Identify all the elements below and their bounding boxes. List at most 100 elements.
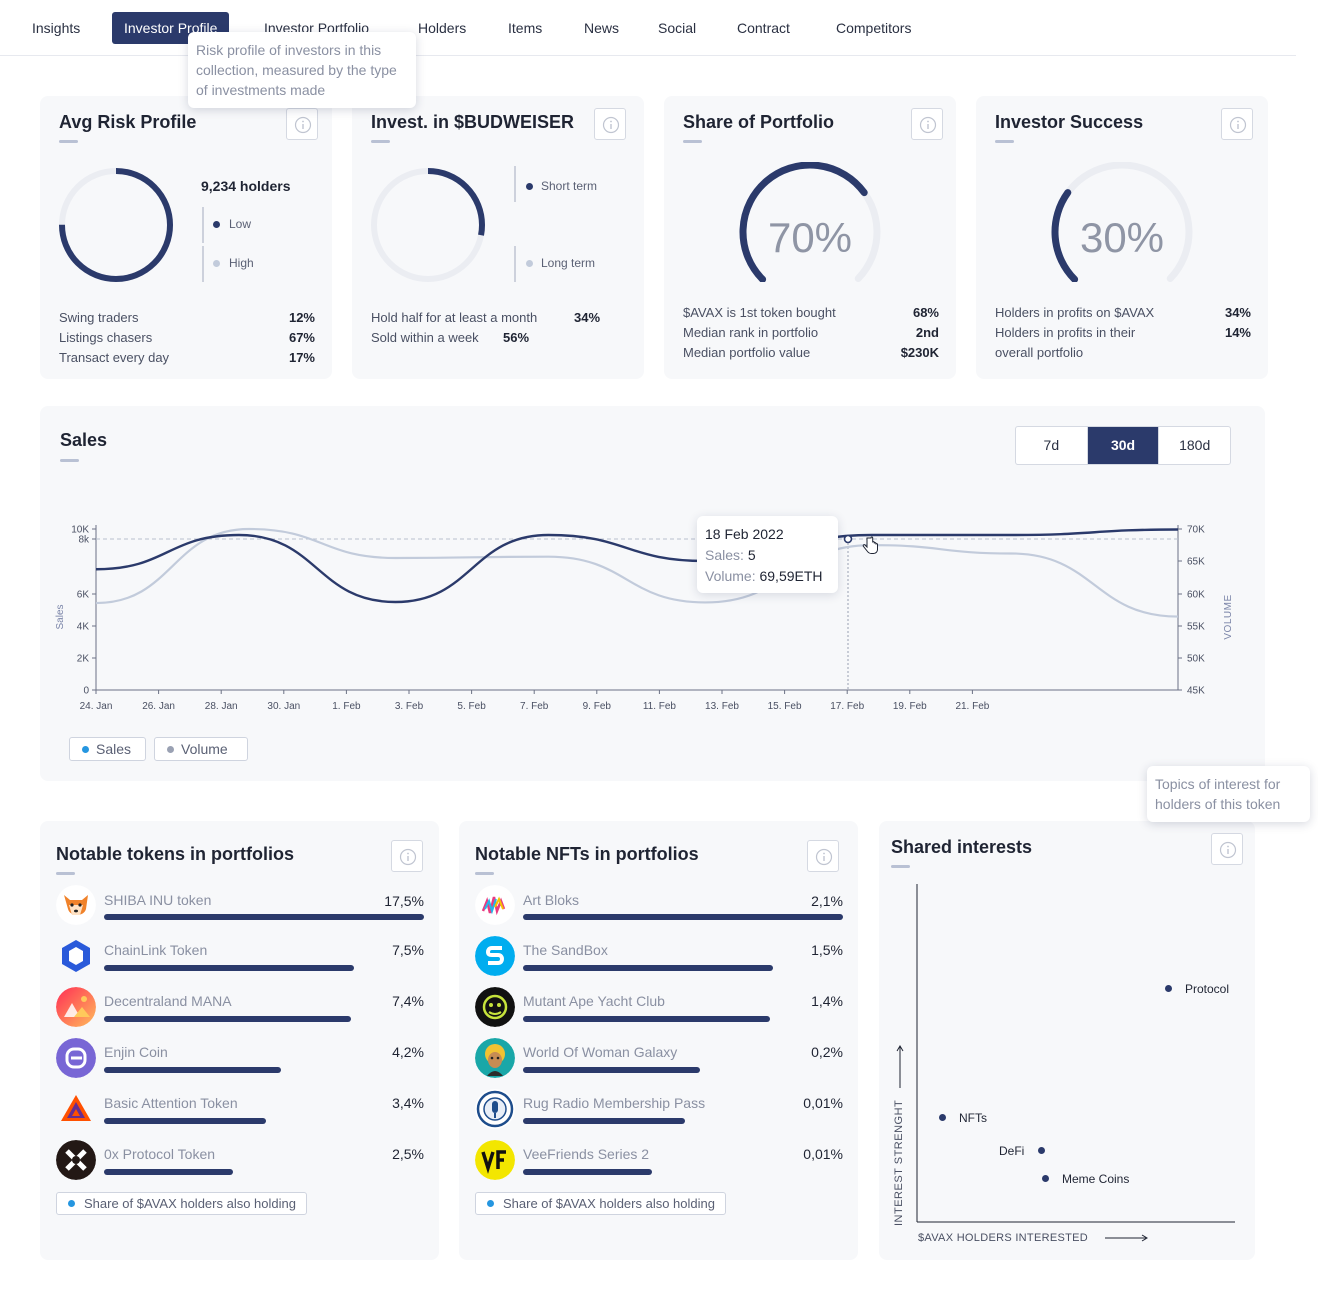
token-percent: 2,5%: [392, 1146, 424, 1162]
nft-name[interactable]: Rug Radio Membership Pass: [523, 1095, 706, 1111]
info-icon: [1229, 116, 1247, 134]
info-icon: [815, 848, 833, 866]
x-tick-label: 5. Feb: [457, 701, 486, 712]
period-7d-button[interactable]: 7d: [1016, 427, 1088, 464]
scatter-label: DeFi: [999, 1144, 1025, 1158]
y-tick-label: 4K: [77, 622, 90, 633]
info-button[interactable]: [1221, 108, 1253, 140]
tab-news[interactable]: News: [584, 20, 620, 36]
info-icon: [1219, 841, 1237, 859]
stat-label: overall portfolio: [995, 345, 1084, 360]
token-name[interactable]: Basic Attention Token: [104, 1095, 238, 1111]
stat-value: 17%: [288, 350, 315, 365]
stat-value: 2nd: [915, 325, 939, 340]
token-share-bar: [104, 965, 354, 971]
y-tick-label: 10K: [71, 525, 89, 536]
title-underline: [995, 140, 1014, 143]
info-icon: [294, 116, 312, 134]
token-share-bar: [104, 914, 424, 920]
nfts-card: Notable NFTs in portfolios: [459, 821, 858, 1260]
tab-holders[interactable]: Holders: [418, 20, 467, 36]
scatter-point[interactable]: [939, 1114, 946, 1121]
legend-high: High: [229, 256, 254, 270]
info-button[interactable]: [911, 108, 943, 140]
legend-line: [202, 207, 204, 243]
world-of-women-icon: [475, 1038, 515, 1078]
nft-name[interactable]: World Of Woman Galaxy: [523, 1044, 678, 1060]
nft-name[interactable]: Mutant Ape Yacht Club: [523, 993, 665, 1009]
x-tick-label: 21. Feb: [955, 701, 989, 712]
nft-name[interactable]: Art Bloks: [523, 892, 580, 908]
info-button[interactable]: [594, 108, 626, 140]
legend-volume-toggle[interactable]: Volume: [154, 737, 248, 761]
token-share-bar: [104, 1169, 233, 1175]
legend-sales-toggle[interactable]: Sales: [69, 737, 146, 761]
period-180d-button[interactable]: 180d: [1179, 437, 1211, 453]
tab-competitors[interactable]: Competitors: [836, 20, 912, 36]
enjin-icon: [56, 1038, 96, 1078]
token-percent: 7,5%: [392, 942, 424, 958]
stat-value: 56%: [503, 330, 530, 345]
avg-risk-card: Avg Risk Profile 9,234 holders Low High …: [40, 96, 332, 379]
x-tick-label: 30. Jan: [267, 701, 300, 712]
legend-line: [514, 246, 516, 282]
nft-name[interactable]: The SandBox: [523, 942, 608, 958]
holders-count: 9,234 holders: [201, 178, 291, 194]
token-name[interactable]: Decentraland MANA: [104, 993, 232, 1009]
tab-items[interactable]: Items: [508, 20, 543, 36]
nft-percent: 0,01%: [803, 1146, 843, 1162]
tab-contract[interactable]: Contract: [737, 20, 790, 36]
info-button[interactable]: [286, 108, 318, 140]
token-name[interactable]: SHIBA INU token: [104, 892, 212, 908]
tokens-share-legend: Share of $AVAX holders also holding: [56, 1192, 307, 1215]
risk-donut: [59, 168, 173, 282]
chainlink-icon: [62, 940, 90, 972]
stat-value: 14%: [1224, 325, 1251, 340]
nft-share-bar: [523, 914, 843, 920]
x-axis-label: $AVAX HOLDERS INTERESTED: [918, 1232, 1088, 1244]
tab-investor-profile[interactable]: Investor Profile: [112, 12, 230, 44]
y2-tick-label: 60K: [1187, 590, 1205, 601]
scatter-point[interactable]: [1165, 985, 1172, 992]
card-title: Notable tokens in portfolios: [56, 844, 295, 864]
y-arrowhead-icon: [896, 1045, 904, 1052]
token-share-bar: [104, 1118, 266, 1124]
x-tick-label: 15. Feb: [768, 701, 802, 712]
scatter-point[interactable]: [1042, 1175, 1049, 1182]
success-gauge: [1051, 162, 1193, 282]
info-button[interactable]: [807, 840, 839, 872]
token-share-bar: [104, 1067, 281, 1073]
legend-low: Low: [229, 217, 252, 231]
veefriends-icon: [475, 1140, 515, 1180]
info-button[interactable]: [1211, 833, 1243, 865]
y2-tick-label: 45K: [1187, 686, 1205, 697]
scatter-label: Protocol: [1185, 982, 1230, 996]
period-30d-button[interactable]: 30d: [1087, 427, 1160, 464]
share-percent: 70%: [767, 214, 853, 261]
tab-insights[interactable]: Insights: [32, 20, 81, 36]
x-tick-label: 26. Jan: [142, 701, 175, 712]
nft-share-bar: [523, 1169, 652, 1175]
stat-label: Median portfolio value: [683, 345, 811, 360]
risk-low-arc: [59, 168, 173, 282]
x-tick-label: 9. Feb: [583, 701, 612, 712]
hand-cursor-icon: [862, 536, 878, 554]
token-name[interactable]: ChainLink Token: [104, 942, 208, 958]
share-gauge: [739, 162, 881, 282]
tab-social[interactable]: Social: [658, 20, 697, 36]
legend-dot-high: [213, 260, 220, 267]
card-title: Notable NFTs in portfolios: [475, 844, 699, 864]
x-tick-label: 11. Feb: [643, 701, 677, 712]
scatter-point[interactable]: [1038, 1147, 1045, 1154]
nft-percent: 1,5%: [811, 942, 843, 958]
nfts-share-legend: Share of $AVAX holders also holding: [475, 1192, 726, 1215]
nft-name[interactable]: VeeFriends Series 2: [523, 1146, 650, 1162]
x-arrowhead-icon: [1141, 1234, 1148, 1242]
x-tick-label: 17. Feb: [830, 701, 864, 712]
token-name[interactable]: 0x Protocol Token: [104, 1146, 216, 1162]
x-tick-label: 24. Jan: [80, 701, 113, 712]
token-name[interactable]: Enjin Coin: [104, 1044, 168, 1060]
y2-tick-label: 50K: [1187, 654, 1205, 665]
card-title: Share of Portfolio: [683, 112, 835, 132]
info-button[interactable]: [391, 840, 423, 872]
